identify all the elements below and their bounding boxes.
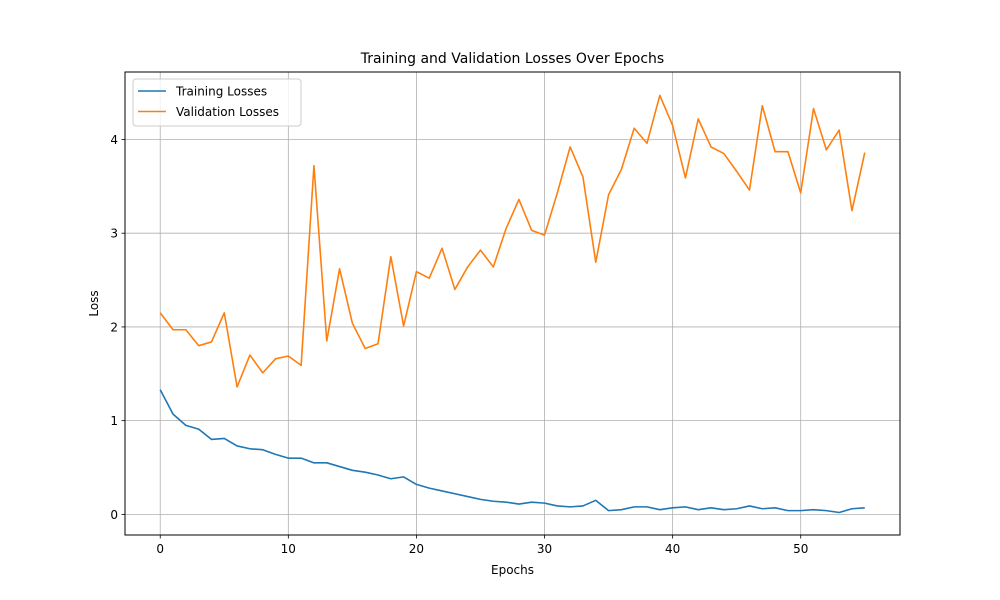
training-losses-line	[159, 389, 865, 514]
chart-title: Training and Validation Losses Over Epoc…	[360, 51, 664, 67]
x-axis-label: Epochs	[491, 563, 534, 577]
y-tick-label: 3	[110, 227, 118, 241]
x-tick-label: 30	[537, 542, 552, 556]
y-tick-label: 4	[110, 133, 118, 147]
validation-losses-line	[159, 94, 866, 388]
x-tick-label: 0	[156, 542, 164, 556]
x-tick-label: 50	[793, 542, 808, 556]
legend-label-training-losses: Training Losses	[175, 85, 267, 99]
x-tick-label: 40	[665, 542, 680, 556]
x-tick-label: 10	[281, 542, 296, 556]
x-tick-label: 20	[409, 542, 424, 556]
legend: Training Losses Validation Losses	[132, 78, 302, 127]
axis-ticks: 0 10 20 30 40 50 0 1 2 3 4	[110, 133, 808, 556]
y-tick-label: 0	[110, 508, 118, 522]
y-tick-label: 1	[110, 414, 118, 428]
legend-box	[132, 78, 302, 127]
series-lines	[159, 94, 866, 514]
grid	[125, 72, 900, 535]
y-axis-label: Loss	[87, 290, 101, 316]
y-tick-label: 2	[110, 320, 118, 334]
plot-frame	[124, 71, 901, 536]
legend-label-validation-losses: Validation Losses	[176, 105, 279, 119]
